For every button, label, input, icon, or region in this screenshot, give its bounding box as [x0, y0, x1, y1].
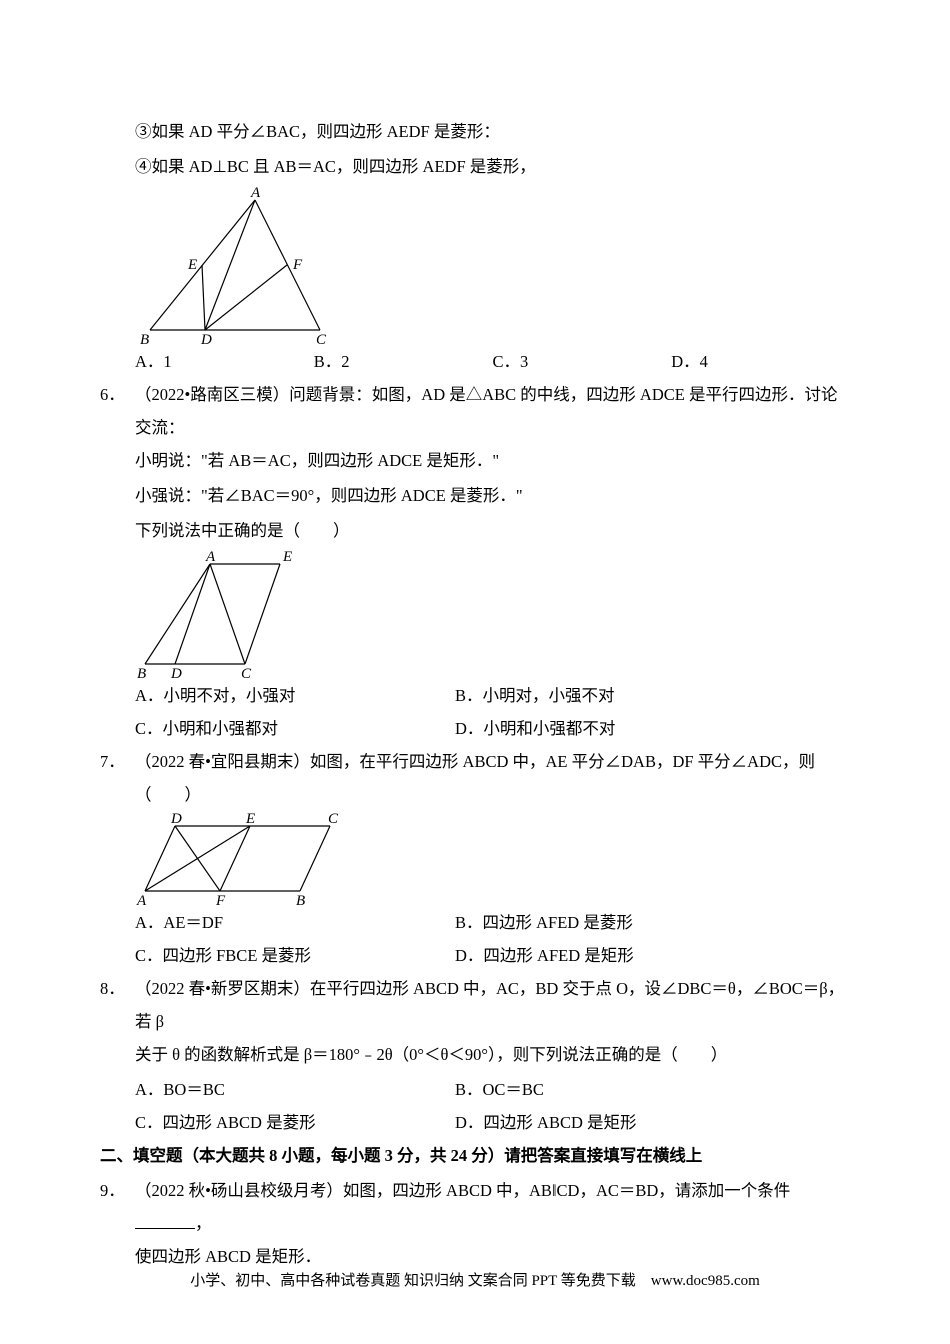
triangle-aedf-diagram: A B D C F E: [135, 185, 335, 345]
svg-text:B: B: [296, 893, 305, 906]
q7-option-b: B．四边形 AFED 是菱形: [455, 906, 850, 939]
q6-number: 6．: [100, 378, 135, 444]
q6-options-row1: A．小明不对，小强对 B．小明对，小强不对: [100, 679, 850, 712]
q8-stem1: （2022 春•新罗区期末）在平行四边形 ABCD 中，AC，BD 交于点 O，…: [135, 972, 850, 1038]
page-footer: 小学、初中、高中各种试卷真题 知识归纳 文案合同 PPT 等免费下载 www.d…: [0, 1266, 950, 1296]
q7-option-a: A．AE＝DF: [135, 906, 455, 939]
svg-text:E: E: [187, 257, 197, 273]
q6-option-c: C．小明和小强都对: [135, 712, 455, 745]
q8-option-d: D．四边形 ABCD 是矩形: [455, 1106, 850, 1139]
svg-text:F: F: [215, 893, 226, 906]
q9-number: 9．: [100, 1174, 135, 1240]
q5-option-b: B．2: [314, 345, 493, 378]
q6-option-a: A．小明不对，小强对: [135, 679, 455, 712]
q6-options-row2: C．小明和小强都对 D．小明和小强都不对: [100, 712, 850, 745]
question-8: 8． （2022 春•新罗区期末）在平行四边形 ABCD 中，AC，BD 交于点…: [100, 972, 850, 1038]
svg-text:A: A: [250, 185, 261, 201]
q5-option-a: A．1: [135, 345, 314, 378]
figure-q7: D E C A F B: [100, 811, 850, 906]
svg-text:E: E: [245, 811, 255, 827]
statement-4: ④如果 AD⊥BC 且 AB＝AC，则四边形 AEDF 是菱形，: [100, 150, 850, 183]
svg-text:C: C: [241, 666, 252, 679]
q6-line2: 小明说："若 AB＝AC，则四边形 ADCE 是矩形．": [100, 444, 850, 477]
q5-option-c: C．3: [493, 345, 672, 378]
q6-option-d: D．小明和小强都不对: [455, 712, 850, 745]
q6-stem: （2022•路南区三模）问题背景：如图，AD 是△ABC 的中线，四边形 ADC…: [135, 378, 850, 444]
q7-option-c: C．四边形 FBCE 是菱形: [135, 939, 455, 972]
q8-option-c: C．四边形 ABCD 是菱形: [135, 1106, 455, 1139]
q7-options-row2: C．四边形 FBCE 是菱形 D．四边形 AFED 是矩形: [100, 939, 850, 972]
svg-text:C: C: [316, 332, 327, 345]
section-2-title: 二、填空题（本大题共 8 小题，每小题 3 分，共 24 分）请把答案直接填写在…: [100, 1139, 850, 1172]
q9-stem1-b: ，: [195, 1214, 212, 1233]
stmt4-text: ④如果 AD⊥BC 且 AB＝AC，则四边形 AEDF 是菱形，: [135, 157, 536, 176]
q8-number: 8．: [100, 972, 135, 1038]
svg-text:B: B: [137, 666, 146, 679]
svg-text:D: D: [200, 332, 212, 345]
figure-q6: A E B D C: [100, 549, 850, 679]
svg-text:B: B: [140, 332, 149, 345]
svg-text:D: D: [170, 666, 182, 679]
q8-option-a: A．BO＝BC: [135, 1073, 455, 1106]
q6-line4: 下列说法中正确的是（ ）: [100, 514, 850, 547]
statement-3: ③如果 AD 平分∠BAC，则四边形 AEDF 是菱形：: [100, 115, 850, 148]
q7-options-row1: A．AE＝DF B．四边形 AFED 是菱形: [100, 906, 850, 939]
q8-option-b: B．OC＝BC: [455, 1073, 850, 1106]
svg-text:F: F: [292, 257, 303, 273]
triangle-adce-diagram: A E B D C: [135, 549, 295, 679]
q8-stem2: 关于 θ 的函数解析式是 β＝180°﹣2θ（0°＜θ＜90°），则下列说法正确…: [100, 1038, 850, 1071]
svg-text:E: E: [282, 549, 292, 565]
q7-option-d: D．四边形 AFED 是矩形: [455, 939, 850, 972]
svg-text:D: D: [170, 811, 182, 827]
q6-option-b: B．小明对，小强不对: [455, 679, 850, 712]
q5-option-d: D．4: [671, 345, 850, 378]
fill-blank: [135, 1213, 195, 1230]
question-9: 9． （2022 秋•砀山县校级月考）如图，四边形 ABCD 中，AB‖CD，A…: [100, 1174, 850, 1240]
parallelogram-afed-diagram: D E C A F B: [135, 811, 345, 906]
q9-stem1-a: （2022 秋•砀山县校级月考）如图，四边形 ABCD 中，AB‖CD，AC＝B…: [135, 1181, 790, 1200]
svg-text:A: A: [136, 893, 147, 906]
svg-text:C: C: [328, 811, 339, 827]
question-7: 7． （2022 春•宜阳县期末）如图，在平行四边形 ABCD 中，AE 平分∠…: [100, 745, 850, 811]
figure-q5: A B D C F E: [100, 185, 850, 345]
q9-stem1: （2022 秋•砀山县校级月考）如图，四边形 ABCD 中，AB‖CD，AC＝B…: [135, 1174, 850, 1240]
q5-options: A．1 B．2 C．3 D．4: [100, 345, 850, 378]
stmt3-text: ③如果 AD 平分∠BAC，则四边形 AEDF 是菱形：: [135, 122, 500, 141]
svg-text:A: A: [205, 549, 216, 565]
q8-options-row2: C．四边形 ABCD 是菱形 D．四边形 ABCD 是矩形: [100, 1106, 850, 1139]
q7-stem: （2022 春•宜阳县期末）如图，在平行四边形 ABCD 中，AE 平分∠DAB…: [135, 745, 850, 811]
q6-line3: 小强说："若∠BAC＝90°，则四边形 ADCE 是菱形．": [100, 479, 850, 512]
q7-number: 7．: [100, 745, 135, 811]
question-6: 6． （2022•路南区三模）问题背景：如图，AD 是△ABC 的中线，四边形 …: [100, 378, 850, 444]
q8-options-row1: A．BO＝BC B．OC＝BC: [100, 1073, 850, 1106]
